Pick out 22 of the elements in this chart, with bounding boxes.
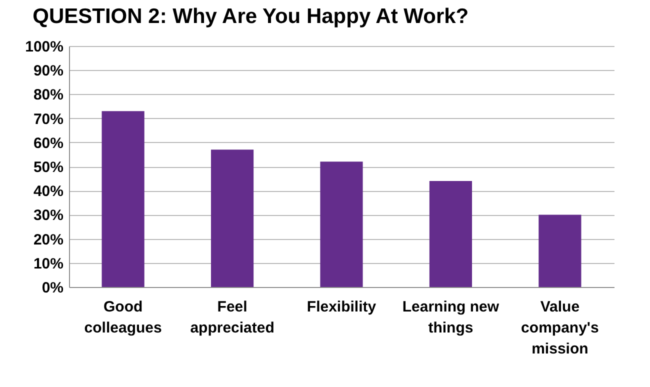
bar <box>102 111 144 287</box>
y-tick-label: 0% <box>42 280 64 296</box>
bar <box>210 150 254 287</box>
y-tick-label: 60% <box>33 134 64 152</box>
x-tick-label: Flexibility <box>306 298 377 316</box>
x-tick-label: Feel appreciated <box>190 298 274 336</box>
x-tick-label: Learning new things <box>402 298 500 336</box>
y-tick-label: 50% <box>33 159 64 176</box>
y-tick-label: 100% <box>25 38 64 56</box>
bar <box>538 214 582 287</box>
y-tick-label: 40% <box>33 183 64 200</box>
bar <box>429 180 472 287</box>
chart-title: QUESTION 2: Why Are You Happy At Work? <box>32 5 469 28</box>
y-tick-label: 30% <box>33 207 64 224</box>
x-tick-label: Good colleagues <box>84 298 162 336</box>
y-tick-label: 90% <box>33 62 64 80</box>
bar <box>320 162 363 287</box>
y-tick-label: 70% <box>33 110 64 128</box>
y-tick-label: 10% <box>33 255 64 272</box>
x-tick-label: Value company's mission <box>521 298 599 358</box>
y-tick-label: 20% <box>33 231 64 248</box>
y-tick-label: 80% <box>33 86 64 104</box>
